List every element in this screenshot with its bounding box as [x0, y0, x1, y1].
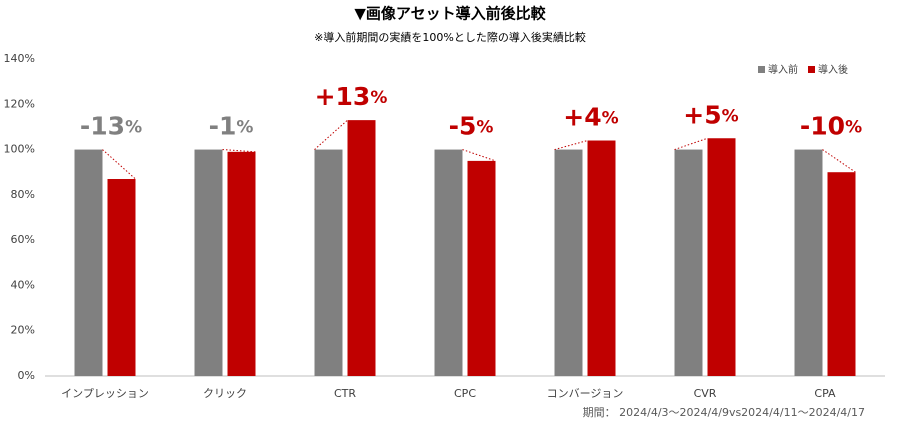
bar — [467, 160, 496, 376]
legend-label: 導入前 — [768, 63, 798, 76]
y-tick-label: 0% — [18, 369, 35, 382]
legend-swatch — [808, 66, 815, 73]
change-number: +5 — [683, 100, 721, 129]
bar — [314, 149, 343, 376]
bar — [107, 179, 136, 376]
change-unit: % — [125, 118, 142, 138]
y-tick-label: 60% — [11, 233, 35, 246]
change-label: -5% — [449, 112, 494, 141]
change-label: +5% — [683, 100, 738, 129]
x-tick-label: CTR — [334, 387, 356, 400]
y-tick-label: 140% — [4, 52, 35, 65]
change-connector — [822, 149, 856, 173]
change-connector — [222, 149, 256, 153]
x-tick-label: コンバージョン — [547, 387, 624, 400]
change-connector — [554, 140, 588, 151]
bar — [587, 140, 616, 376]
y-tick-label: 100% — [4, 143, 35, 156]
change-label: +13% — [315, 82, 388, 111]
change-unit: % — [602, 109, 619, 129]
change-label: -13% — [80, 112, 142, 141]
y-tick-label: 40% — [11, 278, 35, 291]
change-number: -5 — [449, 112, 477, 141]
bar — [827, 172, 856, 376]
bar — [434, 149, 463, 376]
x-tick-label: クリック — [203, 387, 247, 400]
change-connector — [674, 137, 708, 151]
footnote: 期間： 2024/4/3～2024/4/9vs2024/4/11～2024/4/… — [583, 406, 865, 419]
change-unit: % — [722, 106, 739, 126]
change-unit: % — [845, 118, 862, 138]
legend-label: 導入後 — [818, 63, 848, 76]
y-tick-label: 80% — [11, 188, 35, 201]
change-connector — [462, 149, 496, 162]
y-tick-label: 120% — [4, 97, 35, 110]
change-number: -10 — [800, 112, 845, 141]
bar — [74, 149, 103, 376]
x-tick-label: CPA — [814, 387, 836, 400]
bar — [707, 138, 736, 376]
legend-swatch — [758, 66, 765, 73]
change-label: +4% — [563, 103, 618, 132]
x-tick-label: CPC — [454, 387, 476, 400]
bar — [347, 120, 376, 376]
change-label: -1% — [209, 112, 254, 141]
x-tick-label: CVR — [694, 387, 717, 400]
bar — [227, 151, 256, 376]
bar — [794, 149, 823, 376]
change-number: -1 — [209, 112, 237, 141]
chart-subtitle: ※導入前期間の実績を100%とした際の導入後実績比較 — [314, 30, 586, 44]
change-number: +4 — [563, 103, 601, 132]
bar — [194, 149, 223, 376]
change-number: +13 — [315, 82, 371, 111]
change-number: -13 — [80, 112, 125, 141]
change-unit: % — [476, 118, 493, 138]
chart-title: ▼画像アセット導入前後比較 — [354, 5, 546, 23]
change-unit: % — [370, 88, 387, 108]
change-unit: % — [236, 118, 253, 138]
change-connector — [102, 149, 136, 180]
bar — [554, 149, 583, 376]
change-connector — [314, 119, 348, 150]
change-label: -10% — [800, 112, 862, 141]
bar — [674, 149, 703, 376]
x-tick-label: インプレッション — [61, 387, 149, 400]
y-tick-label: 20% — [11, 324, 35, 337]
